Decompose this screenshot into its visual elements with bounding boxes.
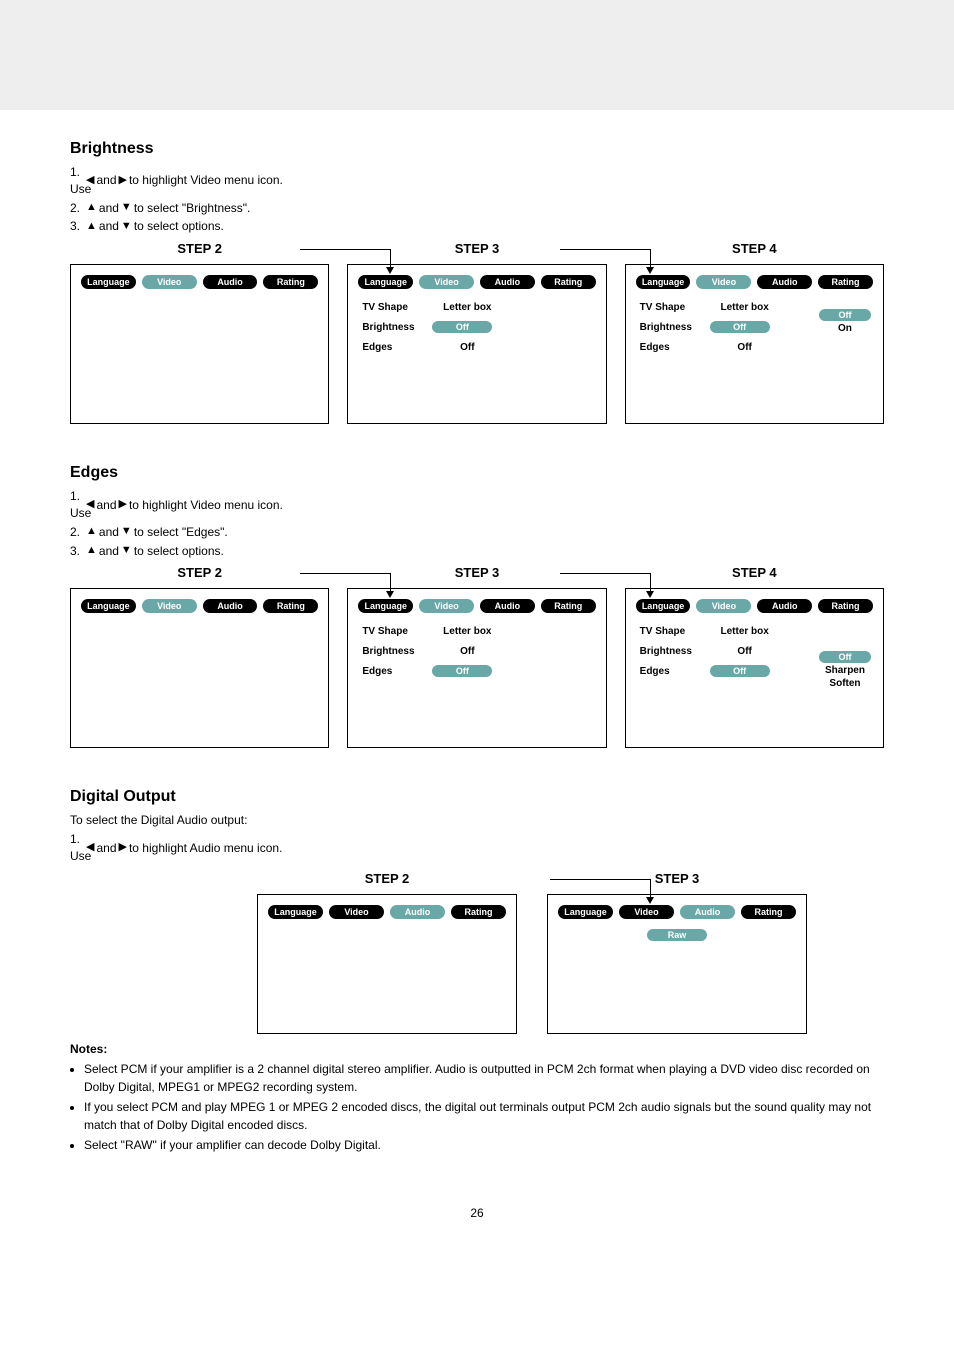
tab-audio: Audio: [757, 599, 812, 613]
title-edges: Edges: [70, 464, 884, 482]
tab-rating: Rating: [541, 275, 596, 289]
menu-a3: Language Video Audio Rating TV ShapeLett…: [347, 264, 606, 424]
step4-a: STEP 4 Language Video Audio Rating TV Sh…: [625, 241, 884, 424]
tab-audio: Audio: [480, 599, 535, 613]
menu-b3: Language Video Audio Rating TV ShapeLett…: [347, 588, 606, 748]
tab-language: Language: [268, 905, 323, 919]
tab-video: Video: [329, 905, 384, 919]
step2-a: STEP 2 Language Video Audio Rating: [70, 241, 329, 424]
right-icon: ▶: [119, 840, 127, 855]
tab-video: Video: [419, 275, 474, 289]
tab-rating: Rating: [818, 599, 873, 613]
menu-b4: Language Video Audio Rating TV ShapeLett…: [625, 588, 884, 748]
up-icon: ▲: [86, 543, 97, 558]
instr-b2: 2. ▲ and ▼ to select "Edges".: [70, 524, 884, 541]
instr-a3: 3. ▲ and ▼ to select options.: [70, 218, 884, 235]
right-icon: ▶: [119, 497, 127, 512]
title-brightness: Brightness: [70, 140, 884, 158]
pill-off: Off: [432, 321, 492, 333]
tab-rating: Rating: [741, 905, 796, 919]
tab-audio: Audio: [390, 905, 445, 919]
tab-audio: Audio: [203, 599, 258, 613]
step3-c: STEP 3 Language Video Audio Rating Raw: [547, 871, 807, 1034]
left-icon: ◀: [86, 497, 94, 512]
down-icon: ▼: [121, 543, 132, 558]
tab-rating: Rating: [818, 275, 873, 289]
down-icon: ▼: [121, 200, 132, 215]
tab-language: Language: [636, 599, 691, 613]
section-digital-output: Digital Output To select the Digital Aud…: [0, 758, 954, 1165]
steps-row-a: STEP 2 Language Video Audio Rating STEP …: [70, 241, 884, 424]
tab-language: Language: [558, 905, 613, 919]
notes-title: Notes:: [70, 1042, 884, 1056]
tab-rating: Rating: [541, 599, 596, 613]
tab-language: Language: [358, 599, 413, 613]
tab-language: Language: [636, 275, 691, 289]
instr-a1: 1. Use ◀ and ▶ to highlight Video menu i…: [70, 164, 884, 198]
title-digital: Digital Output: [70, 788, 884, 806]
tab-audio: Audio: [203, 275, 258, 289]
intro-c: To select the Digital Audio output:: [70, 812, 884, 829]
menu-c2: Language Video Audio Rating: [257, 894, 517, 1034]
options-b4: Off Sharpen Soften: [817, 649, 873, 691]
menu-a2: Language Video Audio Rating: [70, 264, 329, 424]
up-icon: ▲: [86, 219, 97, 234]
instr-a2: 2. ▲ and ▼ to select "Brightness".: [70, 200, 884, 217]
steps-row-b: STEP 2 Language Video Audio Rating STEP …: [70, 565, 884, 748]
tab-video: Video: [142, 275, 197, 289]
tab-language: Language: [81, 275, 136, 289]
menu-a4: Language Video Audio Rating TV ShapeLett…: [625, 264, 884, 424]
step2-b: STEP 2 Language Video Audio Rating: [70, 565, 329, 748]
down-icon: ▼: [121, 219, 132, 234]
tab-rating: Rating: [263, 599, 318, 613]
section-brightness: Brightness 1. Use ◀ and ▶ to highlight V…: [0, 110, 954, 434]
menu-c3: Language Video Audio Rating Raw: [547, 894, 807, 1034]
up-icon: ▲: [86, 200, 97, 215]
tab-rating: Rating: [451, 905, 506, 919]
notes-list: Select PCM if your amplifier is a 2 chan…: [84, 1060, 884, 1154]
tab-audio: Audio: [680, 905, 735, 919]
page-number: 26: [0, 1206, 954, 1250]
section-edges: Edges 1. Use ◀ and ▶ to highlight Video …: [0, 434, 954, 758]
menu-b2: Language Video Audio Rating: [70, 588, 329, 748]
left-icon: ◀: [86, 173, 94, 188]
tab-language: Language: [81, 599, 136, 613]
note-1: Select PCM if your amplifier is a 2 chan…: [84, 1060, 884, 1096]
tab-video: Video: [696, 599, 751, 613]
instr-c1: 1. Use ◀ and ▶ to highlight Audio menu i…: [70, 831, 884, 865]
tab-audio: Audio: [480, 275, 535, 289]
tab-language: Language: [358, 275, 413, 289]
tab-video: Video: [696, 275, 751, 289]
instr-b1: 1. Use ◀ and ▶ to highlight Video menu i…: [70, 488, 884, 522]
right-icon: ▶: [119, 173, 127, 188]
tab-audio: Audio: [757, 275, 812, 289]
pill-raw: Raw: [647, 929, 707, 941]
instr-b3: 3. ▲ and ▼ to select options.: [70, 543, 884, 560]
tab-video: Video: [619, 905, 674, 919]
tab-video: Video: [419, 599, 474, 613]
note-2: If you select PCM and play MPEG 1 or MPE…: [84, 1098, 884, 1134]
step4-b: STEP 4 Language Video Audio Rating TV Sh…: [625, 565, 884, 748]
down-icon: ▼: [121, 524, 132, 539]
step2-c: STEP 2 Language Video Audio Rating: [257, 871, 517, 1034]
header-band: [0, 0, 954, 110]
note-3: Select "RAW" if your amplifier can decod…: [84, 1136, 884, 1154]
tab-video: Video: [142, 599, 197, 613]
tab-rating: Rating: [263, 275, 318, 289]
steps-row-c: STEP 2 Language Video Audio Rating STEP …: [180, 871, 884, 1034]
left-icon: ◀: [86, 840, 94, 855]
up-icon: ▲: [86, 524, 97, 539]
options-a4: Off On: [817, 307, 873, 336]
